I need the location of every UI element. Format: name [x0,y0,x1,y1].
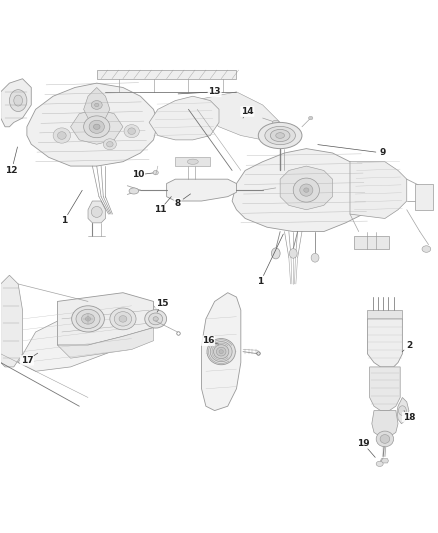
Polygon shape [372,410,398,437]
Polygon shape [350,161,407,219]
Ellipse shape [207,338,235,365]
Text: 15: 15 [156,299,169,308]
Text: 1: 1 [61,216,67,225]
Ellipse shape [114,312,132,326]
Ellipse shape [289,248,297,258]
Polygon shape [354,236,389,249]
Text: 18: 18 [403,413,415,422]
Polygon shape [71,109,123,144]
Polygon shape [193,92,285,140]
Polygon shape [381,458,389,463]
Ellipse shape [110,308,136,330]
Ellipse shape [270,130,290,142]
Text: 9: 9 [380,149,386,157]
Ellipse shape [10,90,27,111]
Polygon shape [18,302,158,372]
Text: 19: 19 [357,439,369,448]
Ellipse shape [214,345,229,359]
Ellipse shape [293,178,319,202]
Ellipse shape [14,95,22,106]
Ellipse shape [272,248,280,259]
Polygon shape [397,398,409,424]
Polygon shape [201,293,241,410]
Ellipse shape [119,316,127,322]
Ellipse shape [258,123,302,149]
Text: 11: 11 [154,205,166,214]
Ellipse shape [106,142,113,147]
Ellipse shape [128,128,135,134]
Ellipse shape [81,313,95,324]
Polygon shape [1,79,31,127]
Ellipse shape [53,128,71,143]
Ellipse shape [308,116,313,120]
Ellipse shape [376,431,394,447]
Ellipse shape [153,317,158,321]
Ellipse shape [84,116,110,138]
Ellipse shape [129,188,139,194]
Text: 17: 17 [21,356,33,365]
Ellipse shape [89,120,104,133]
Ellipse shape [219,350,223,353]
Ellipse shape [399,406,406,415]
Polygon shape [175,157,210,166]
Polygon shape [88,201,106,223]
Ellipse shape [153,171,158,175]
Polygon shape [367,310,403,319]
Ellipse shape [57,132,66,139]
Polygon shape [97,70,237,79]
Ellipse shape [304,188,309,192]
Ellipse shape [272,120,279,125]
Bar [416,183,433,210]
Ellipse shape [216,348,226,356]
Ellipse shape [376,461,383,466]
Ellipse shape [311,253,319,262]
Text: 2: 2 [406,341,412,350]
Ellipse shape [265,126,295,144]
Polygon shape [57,328,153,358]
Ellipse shape [76,309,100,328]
Polygon shape [57,293,153,345]
Ellipse shape [93,124,100,130]
Text: 13: 13 [208,87,221,96]
Polygon shape [84,87,110,123]
Polygon shape [166,179,237,201]
Ellipse shape [276,133,285,139]
Polygon shape [27,83,158,166]
Ellipse shape [91,206,102,217]
Polygon shape [232,149,372,231]
Ellipse shape [300,184,313,196]
Polygon shape [367,319,403,367]
Ellipse shape [380,434,390,443]
Text: 8: 8 [174,199,180,208]
Polygon shape [280,166,332,210]
Ellipse shape [85,317,91,321]
Polygon shape [149,96,219,140]
Ellipse shape [145,310,166,328]
Ellipse shape [103,139,117,150]
Ellipse shape [72,306,104,332]
Text: 12: 12 [5,166,18,175]
Text: 1: 1 [258,277,264,286]
Polygon shape [370,367,400,410]
Ellipse shape [124,125,139,138]
Text: 14: 14 [241,107,254,116]
Ellipse shape [187,159,198,164]
Ellipse shape [422,246,431,252]
Text: 10: 10 [132,171,145,179]
Ellipse shape [95,103,99,107]
Ellipse shape [149,313,162,325]
Polygon shape [1,275,22,367]
Text: 16: 16 [202,336,214,345]
Ellipse shape [210,342,232,362]
Ellipse shape [91,101,102,109]
